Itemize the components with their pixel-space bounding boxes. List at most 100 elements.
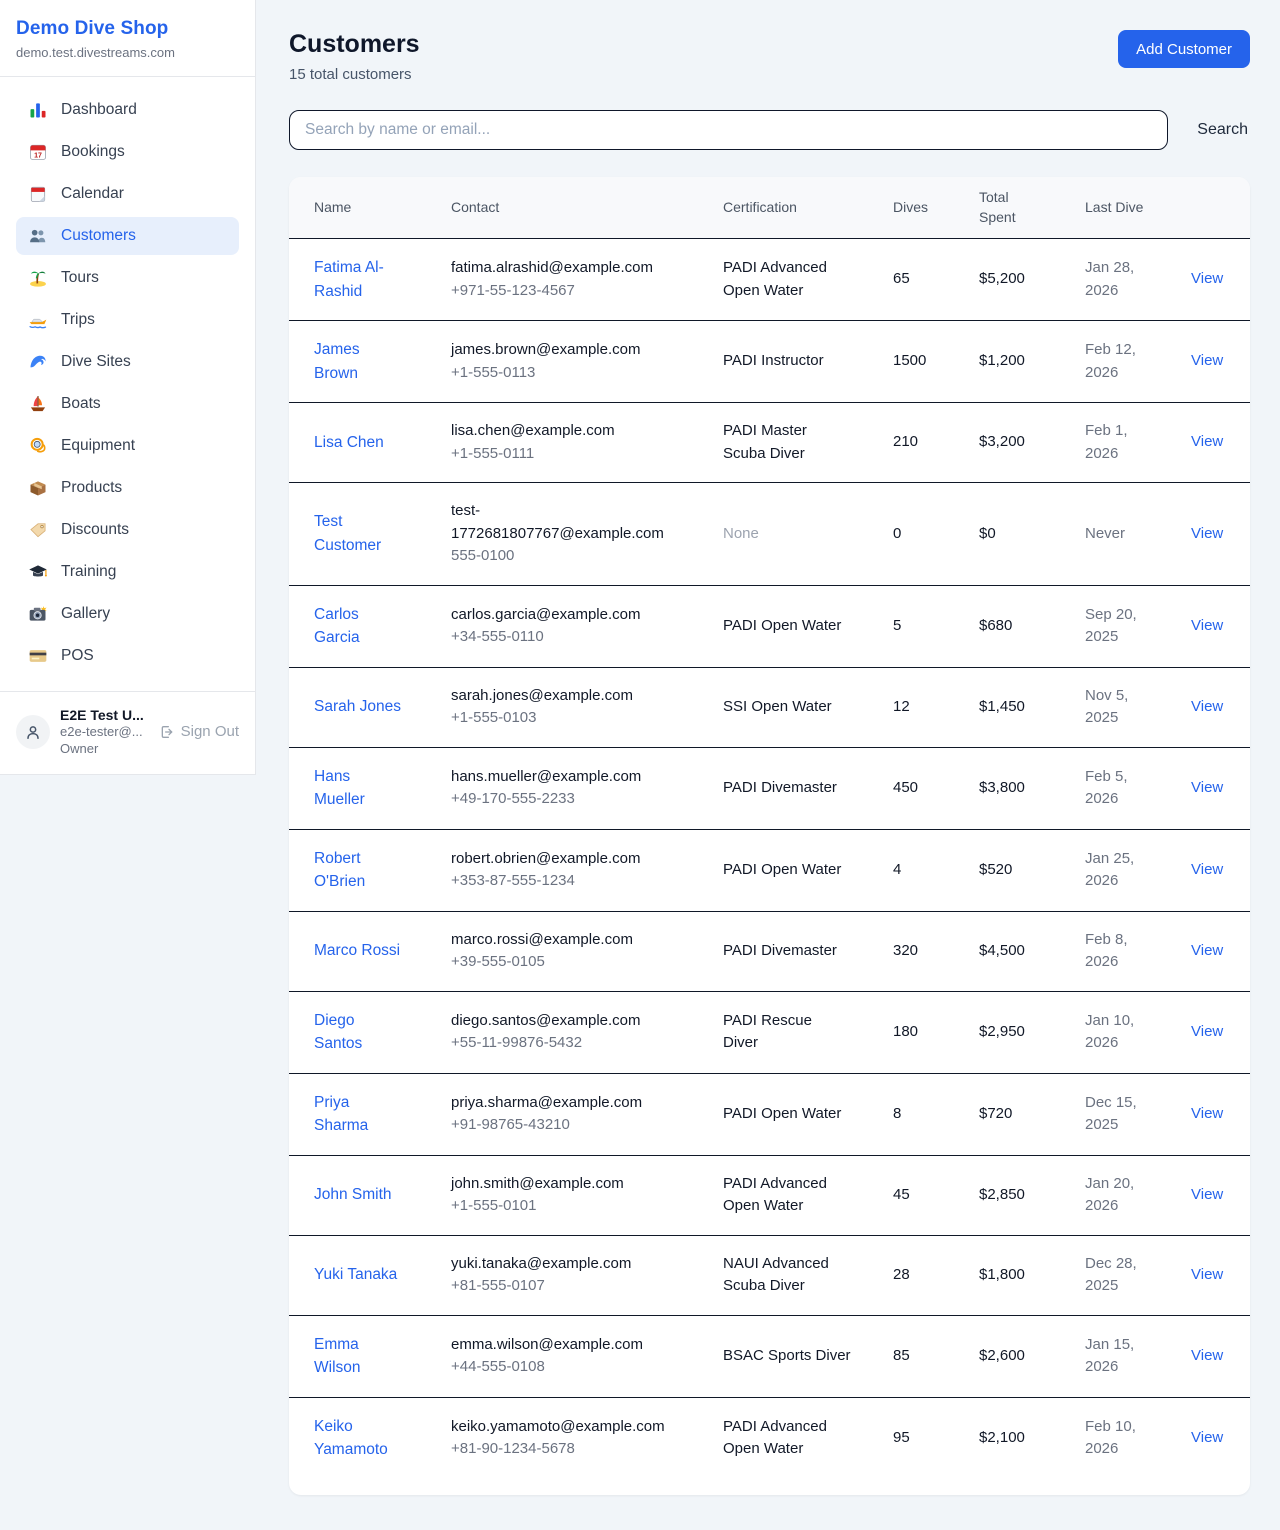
table-header: Name Contact Certification Dives Total Spent… [289,177,1250,240]
calendar-icon [28,184,48,204]
column-header: Contact [439,177,711,240]
customer-name-link[interactable]: James Brown [314,341,360,382]
customer-last-dive: Feb 1, 2026 [1073,402,1179,484]
view-link[interactable]: View [1191,616,1224,634]
sign-out-button[interactable]: Sign Out [159,723,239,740]
customer-certification: PADI Advanced Open Water [711,1155,881,1236]
sidebar-item-pos[interactable]: POS [16,637,239,675]
customer-certification: PADI Open Water [711,1073,881,1156]
customer-name-link[interactable]: Fatima Al-Rashid [314,259,384,300]
customer-certification: PADI Instructor [711,320,881,404]
table-row: Lisa Chen lisa.chen@example.com +1-555-011… [289,402,1250,484]
customer-name-link[interactable]: John Smith [314,1186,392,1204]
customer-total-spent: $720 [967,1073,1073,1156]
customer-email: john.smith@example.com [451,1174,624,1192]
view-link[interactable]: View [1191,352,1224,370]
sidebar-item-trips[interactable]: Trips [16,301,239,339]
view-link[interactable]: View [1191,1428,1224,1446]
customer-name-link[interactable]: Test Customer [314,513,382,554]
customer-dives: 210 [881,402,967,484]
customer-name-link[interactable]: Marco Rossi [314,942,401,960]
tours-icon [28,268,48,288]
customer-dives: 5 [881,585,967,668]
sidebar-item-products[interactable]: Products [16,469,239,507]
view-link[interactable]: View [1191,433,1224,451]
sidebar-item-label: Trips [61,311,95,328]
customer-name-link[interactable]: Emma Wilson [314,1335,361,1377]
column-header: Dives [881,177,967,240]
column-header: Name [289,177,439,240]
customer-name-link[interactable]: Yuki Tanaka [314,1266,398,1284]
view-link[interactable]: View [1191,1185,1224,1203]
sidebar: Demo Dive Shop demo.test.divestreams.com… [0,0,256,775]
customer-total-spent: $1,800 [967,1235,1073,1316]
sidebar-item-tours[interactable]: Tours [16,259,239,297]
customer-dives: 320 [881,911,967,992]
sidebar-item-discounts[interactable]: Discounts [16,511,239,549]
customer-certification: SSI Open Water [711,667,881,748]
gallery-icon [28,604,48,624]
customer-name-link[interactable]: Hans Mueller [314,767,365,809]
customer-count: 15 total customers [289,66,412,83]
sidebar-item-dive-sites[interactable]: Dive Sites [16,343,239,381]
sidebar-item-boats[interactable]: Boats [16,385,239,423]
sidebar-item-training[interactable]: Training [16,553,239,591]
customer-name-link[interactable]: Priya Sharma [314,1093,369,1135]
customer-certification: PADI Divemaster [711,911,881,992]
sidebar-item-label: Tours [61,269,99,286]
customer-total-spent: $2,850 [967,1155,1073,1236]
customer-email: emma.wilson@example.com [451,1335,643,1353]
search-button[interactable]: Search [1195,115,1250,145]
customers-table: Name Contact Certification Dives Total Spent… [289,177,1250,1479]
view-link[interactable]: View [1191,1022,1224,1040]
table-row: Keiko Yamamoto keiko.yamamoto@example.com… [289,1397,1250,1479]
customer-dives: 0 [881,482,967,586]
view-link[interactable]: View [1191,778,1224,796]
customer-total-spent: $0 [967,482,1073,586]
page-header: Customers 15 total customers Add Custome… [289,30,1250,83]
customer-phone: +44-555-0108 [451,1358,545,1376]
table-row: Yuki Tanaka yuki.tanaka@example.com +81-55… [289,1235,1250,1316]
view-link[interactable]: View [1191,860,1224,878]
customer-email: diego.santos@example.com [451,1011,641,1029]
dashboard-icon [28,100,48,120]
search-input[interactable] [289,110,1169,150]
view-link[interactable]: View [1191,1104,1224,1122]
table-row: Emma Wilson emma.wilson@example.com +44-55… [289,1315,1250,1398]
add-customer-button[interactable]: Add Customer [1118,30,1250,68]
customer-dives: 95 [893,1428,910,1446]
view-link[interactable]: View [1191,941,1224,959]
customer-email: marco.rossi@example.com [451,930,633,948]
customer-phone: +55-11-99876-5432 [451,1034,583,1052]
customer-certification: BSAC Sports Diver [711,1315,881,1398]
pos-icon [28,646,48,666]
view-link[interactable]: View [1191,524,1224,542]
customer-dives: 65 [881,238,967,322]
customer-name-link[interactable]: Carlos Garcia [314,605,360,647]
sidebar-item-gallery[interactable]: Gallery [16,595,239,633]
customer-last-dive: Jan 20, 2026 [1073,1155,1179,1236]
sidebar-item-calendar[interactable]: Calendar [16,175,239,213]
avatar [16,714,50,749]
sidebar-item-dashboard[interactable]: Dashboard [16,91,239,129]
customer-certification: PADI Master Scuba Diver [711,402,881,484]
customer-name-link[interactable]: Robert O'Brien [314,849,366,891]
column-header: Last Dive [1073,177,1179,240]
sidebar-item-customers[interactable]: Customers [16,217,239,255]
view-link[interactable]: View [1191,1346,1224,1364]
view-link[interactable]: View [1191,697,1224,715]
view-link[interactable]: View [1191,1265,1224,1283]
customer-phone: +1-555-0113 [451,363,536,381]
dive-sites-icon [28,352,48,372]
customers-table-card: Name Contact Certification Dives Total Spent… [289,177,1250,1495]
customer-name-link[interactable]: Sarah Jones [314,698,402,716]
customer-name-link[interactable]: Diego Santos [314,1011,363,1053]
column-header: Certification [711,177,881,240]
customer-name-link[interactable]: Lisa Chen [314,433,384,451]
view-link[interactable]: View [1191,270,1224,288]
sidebar-item-bookings[interactable]: 17 Bookings [16,133,239,171]
customer-name-link[interactable]: Keiko Yamamoto [314,1417,388,1459]
customer-phone: +1-555-0111 [451,444,535,462]
sidebar-item-equipment[interactable]: Equipment [16,427,239,465]
customer-last-dive: Feb 12, 2026 [1073,320,1179,404]
